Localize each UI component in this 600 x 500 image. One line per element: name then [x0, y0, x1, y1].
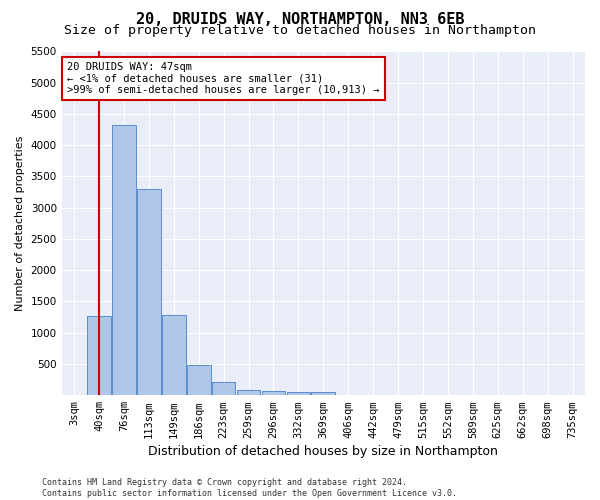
Bar: [137, 189, 161, 395]
Bar: [262, 392, 286, 395]
Bar: [237, 390, 260, 395]
Bar: [112, 124, 136, 395]
Bar: [162, 315, 185, 395]
Text: Size of property relative to detached houses in Northampton: Size of property relative to detached ho…: [64, 24, 536, 37]
Text: Contains HM Land Registry data © Crown copyright and database right 2024.
Contai: Contains HM Land Registry data © Crown c…: [42, 478, 457, 498]
Bar: [311, 392, 335, 395]
Text: 20 DRUIDS WAY: 47sqm
← <1% of detached houses are smaller (31)
>99% of semi-deta: 20 DRUIDS WAY: 47sqm ← <1% of detached h…: [67, 62, 379, 95]
X-axis label: Distribution of detached houses by size in Northampton: Distribution of detached houses by size …: [148, 444, 498, 458]
Text: 20, DRUIDS WAY, NORTHAMPTON, NN3 6EB: 20, DRUIDS WAY, NORTHAMPTON, NN3 6EB: [136, 12, 464, 28]
Bar: [287, 392, 310, 395]
Bar: [187, 365, 211, 395]
Y-axis label: Number of detached properties: Number of detached properties: [15, 136, 25, 311]
Bar: [87, 316, 111, 395]
Bar: [212, 382, 235, 395]
